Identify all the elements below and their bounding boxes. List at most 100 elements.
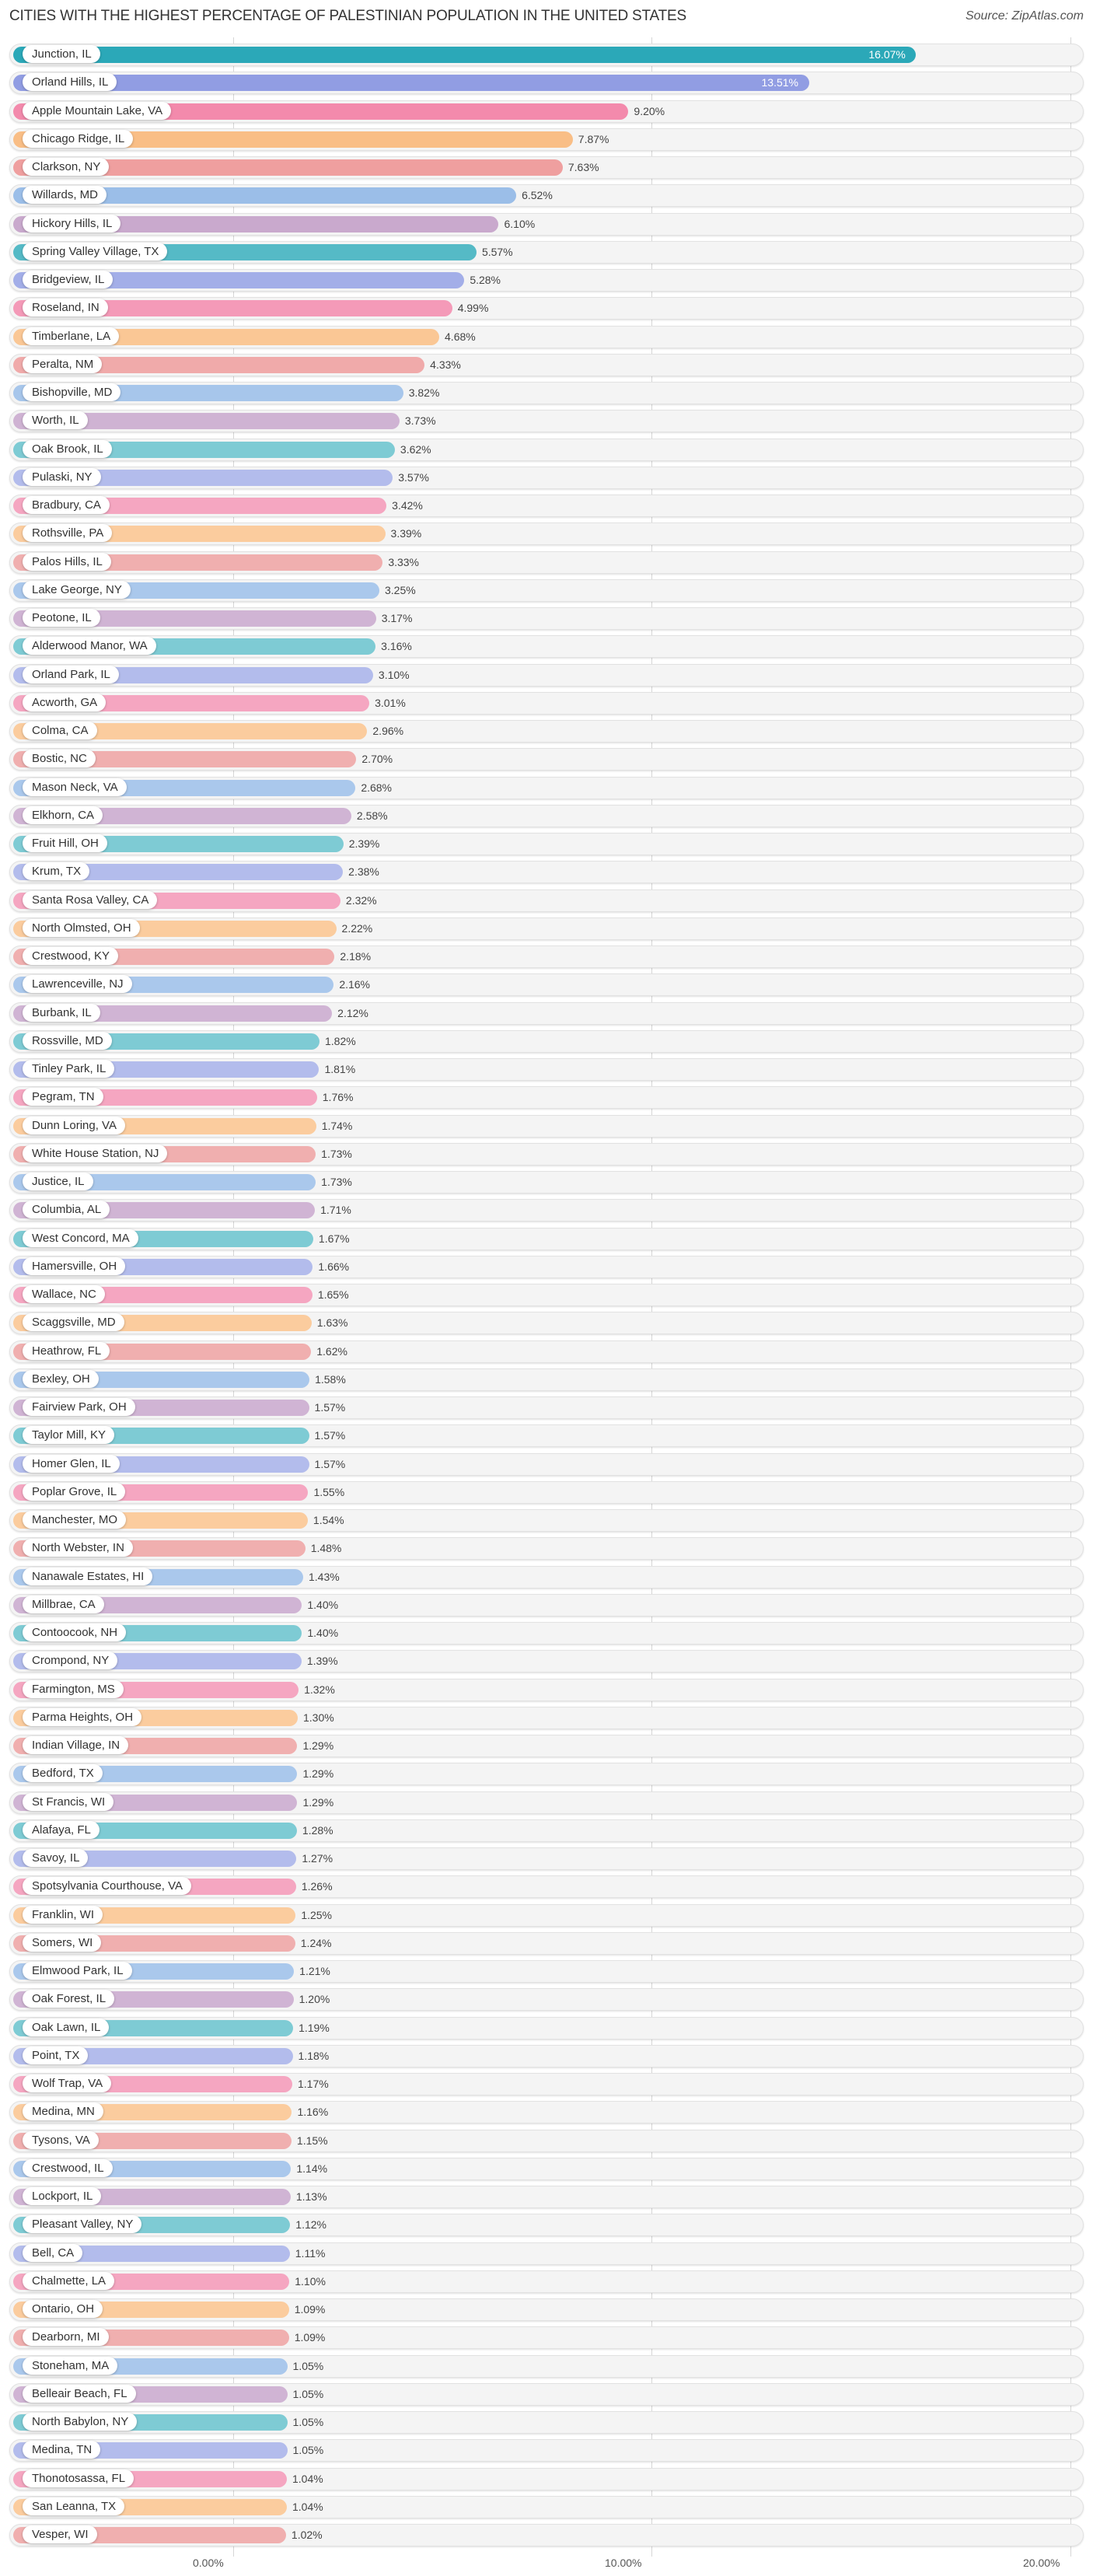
- category-label: Santa Rosa Valley, CA: [23, 891, 158, 909]
- bar-row: Rothsville, PA 3.39%: [9, 523, 1084, 545]
- category-label: Apple Mountain Lake, VA: [23, 102, 172, 120]
- value-label: 1.29%: [302, 1767, 334, 1780]
- bar-row: Chalmette, LA 1.10%: [9, 2270, 1084, 2293]
- bar-row: Vesper, WI 1.02%: [9, 2524, 1084, 2546]
- bar-row: Hickory Hills, IL 6.10%: [9, 213, 1084, 236]
- value-label: 3.57%: [398, 471, 429, 484]
- category-label: Bell, CA: [23, 2244, 83, 2262]
- bar-row: Santa Rosa Valley, CA 2.32%: [9, 890, 1084, 912]
- value-label: 13.51%: [761, 76, 798, 89]
- category-label: Indian Village, IN: [23, 1736, 129, 1754]
- value-label: 2.39%: [348, 837, 380, 850]
- value-label: 3.17%: [381, 612, 413, 624]
- bar-row: Somers, WI 1.24%: [9, 1932, 1084, 1955]
- bar[interactable]: [13, 413, 400, 429]
- value-label: 1.63%: [316, 1316, 348, 1329]
- bar[interactable]: [13, 159, 563, 176]
- bar-row: Thonotosassa, FL 1.04%: [9, 2468, 1084, 2490]
- value-label: 1.43%: [309, 1571, 340, 1583]
- bar[interactable]: [13, 723, 368, 739]
- bar-row: Tysons, VA 1.15%: [9, 2130, 1084, 2152]
- value-label: 7.87%: [578, 133, 609, 145]
- category-label: Bedford, TX: [23, 1764, 103, 1782]
- bar-row: Elkhorn, CA 2.58%: [9, 805, 1084, 827]
- value-label: 3.33%: [388, 556, 420, 568]
- value-label: 2.12%: [337, 1007, 368, 1019]
- category-label: Wallace, NC: [23, 1285, 105, 1303]
- bar-row: Orland Park, IL 3.10%: [9, 664, 1084, 687]
- bar[interactable]: [13, 300, 452, 316]
- bar[interactable]: [13, 610, 376, 627]
- category-label: Rothsville, PA: [23, 524, 113, 542]
- bar-row: Homer Glen, IL 1.57%: [9, 1453, 1084, 1476]
- category-label: West Concord, MA: [23, 1229, 138, 1247]
- value-label: 1.12%: [295, 2218, 327, 2231]
- value-label: 1.40%: [307, 1627, 339, 1639]
- bar[interactable]: [13, 47, 917, 63]
- bar-row: Crompond, NY 1.39%: [9, 1650, 1084, 1672]
- value-label: 1.54%: [313, 1514, 344, 1526]
- bar[interactable]: [13, 131, 573, 148]
- bar[interactable]: [13, 2246, 290, 2262]
- value-label: 1.73%: [321, 1176, 352, 1188]
- value-label: 2.96%: [372, 725, 404, 737]
- value-label: 1.11%: [295, 2247, 326, 2260]
- bar-row: Wolf Trap, VA 1.17%: [9, 2073, 1084, 2095]
- category-label: Taylor Mill, KY: [23, 1426, 115, 1444]
- bar[interactable]: [13, 187, 517, 204]
- value-label: 1.57%: [314, 1429, 346, 1442]
- bar-row: Wallace, NC 1.65%: [9, 1284, 1084, 1306]
- bar-row: Savoy, IL 1.27%: [9, 1847, 1084, 1870]
- bar[interactable]: [13, 751, 357, 767]
- value-label: 1.14%: [296, 2162, 328, 2175]
- value-label: 1.04%: [292, 2473, 323, 2485]
- bar[interactable]: [13, 272, 465, 288]
- bar-row: Pegram, TN 1.76%: [9, 1086, 1084, 1109]
- value-label: 1.82%: [325, 1035, 356, 1047]
- value-label: 6.52%: [522, 189, 553, 201]
- bar-row: Krum, TX 2.38%: [9, 861, 1084, 883]
- bar-row: Oak Brook, IL 3.62%: [9, 439, 1084, 461]
- bar-row: Peotone, IL 3.17%: [9, 607, 1084, 630]
- category-label: Pegram, TN: [23, 1088, 103, 1106]
- bar[interactable]: [13, 470, 393, 486]
- value-label: 6.10%: [504, 218, 536, 230]
- value-label: 9.20%: [634, 105, 665, 117]
- bar-row: Tinley Park, IL 1.81%: [9, 1058, 1084, 1081]
- value-label: 1.13%: [295, 2190, 327, 2203]
- bar-row: Rossville, MD 1.82%: [9, 1030, 1084, 1053]
- bar-row: Spring Valley Village, TX 5.57%: [9, 241, 1084, 264]
- bar-row: Scaggsville, MD 1.63%: [9, 1312, 1084, 1334]
- value-label: 1.05%: [292, 2416, 324, 2428]
- value-label: 5.28%: [470, 274, 501, 286]
- value-label: 1.57%: [314, 1458, 346, 1470]
- bar-row: Pulaski, NY 3.57%: [9, 467, 1084, 489]
- category-label: Pleasant Valley, NY: [23, 2215, 142, 2233]
- value-label: 1.65%: [317, 1288, 349, 1301]
- bar-row: Parma Heights, OH 1.30%: [9, 1707, 1084, 1729]
- category-label: Poplar Grove, IL: [23, 1483, 126, 1501]
- value-label: 1.25%: [301, 1909, 333, 1921]
- category-label: Bostic, NC: [23, 750, 96, 767]
- bar[interactable]: [13, 864, 344, 880]
- bar-row: Nanawale Estates, HI 1.43%: [9, 1566, 1084, 1589]
- bar-row: Willards, MD 6.52%: [9, 184, 1084, 207]
- axis-tick-10: 10.00%: [605, 2557, 642, 2569]
- bar-row: Clarkson, NY 7.63%: [9, 156, 1084, 179]
- bar[interactable]: [13, 216, 499, 232]
- category-label: St Francis, WI: [23, 1793, 114, 1811]
- category-label: Mason Neck, VA: [23, 778, 127, 796]
- bar-row: Columbia, AL 1.71%: [9, 1199, 1084, 1222]
- value-label: 1.62%: [316, 1345, 347, 1358]
- bar-row: Spotsylvania Courthouse, VA 1.26%: [9, 1875, 1084, 1898]
- category-label: Burbank, IL: [23, 1004, 100, 1022]
- bar-row: St Francis, WI 1.29%: [9, 1791, 1084, 1814]
- value-label: 1.21%: [299, 1965, 330, 1977]
- bar[interactable]: [13, 329, 440, 345]
- bar[interactable]: [13, 75, 809, 91]
- bar-row: Franklin, WI 1.25%: [9, 1904, 1084, 1927]
- bar[interactable]: [13, 357, 425, 373]
- category-label: Justice, IL: [23, 1173, 93, 1190]
- bar-row: Bishopville, MD 3.82%: [9, 382, 1084, 404]
